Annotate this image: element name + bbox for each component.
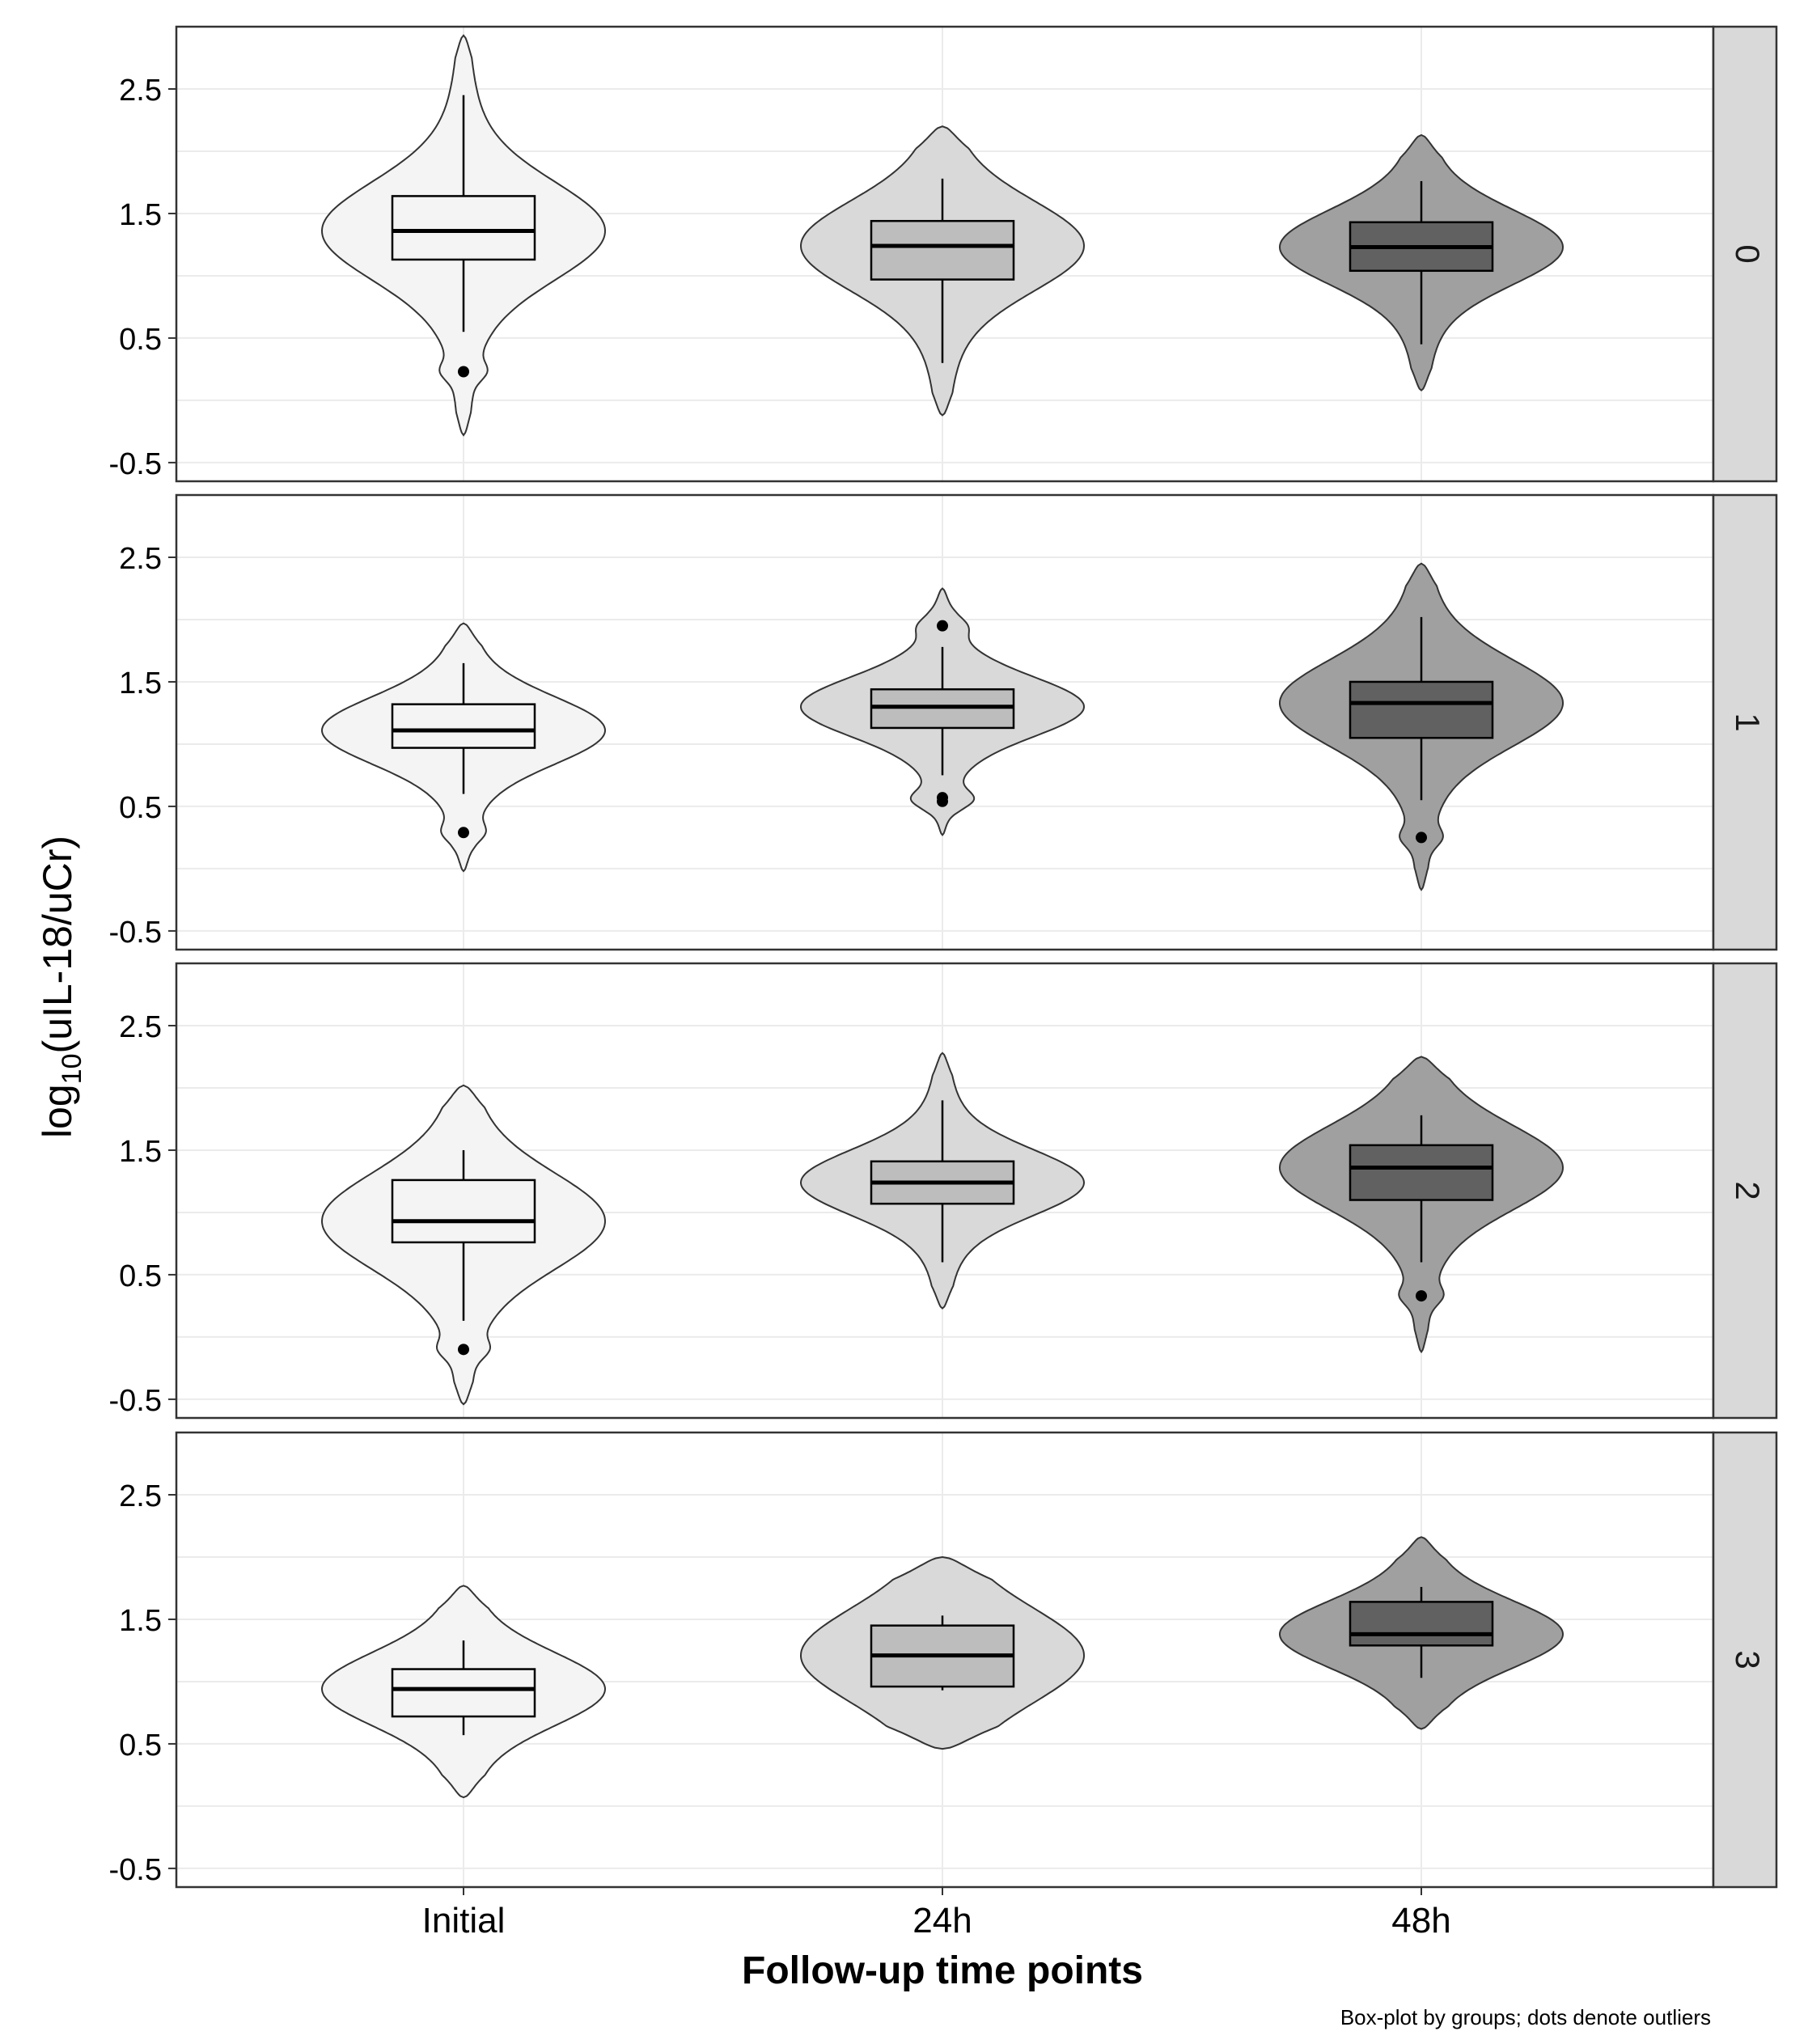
y-axis-label-subscript: 10	[57, 1053, 87, 1084]
y-tick-label: -0.5	[109, 916, 162, 950]
y-tick-label: -0.5	[109, 1384, 162, 1418]
box	[391, 703, 536, 749]
facet-strip	[1712, 25, 1778, 483]
facet-strip-label: 3	[1729, 1650, 1767, 1669]
y-axis-label-base: log	[35, 1084, 80, 1138]
x-tick-label: 48h	[1391, 1901, 1450, 1940]
outlier-point	[458, 366, 469, 378]
facet-strip-label: 2	[1729, 1181, 1767, 1200]
group-24h	[799, 587, 1086, 836]
y-tick-label: 1.5	[119, 198, 162, 232]
facet-strip-label: 1	[1729, 713, 1767, 731]
y-tick-label: 0.5	[119, 1259, 162, 1293]
facet-strip	[1712, 1431, 1778, 1889]
y-tick-label: 2.5	[119, 1479, 162, 1513]
outlier-point	[1416, 1290, 1427, 1302]
box	[391, 1179, 536, 1244]
facet-strip	[1712, 962, 1778, 1420]
group-48h	[1278, 1536, 1565, 1730]
facet-strip-label: 0	[1729, 244, 1767, 263]
box	[391, 195, 536, 261]
y-axis-label: log10(uIL-18/uCr)	[35, 836, 87, 1138]
box	[391, 1668, 536, 1718]
box	[1349, 1601, 1494, 1647]
y-tick-label: 1.5	[119, 667, 162, 700]
group-Initial	[320, 622, 607, 873]
group-24h	[799, 125, 1086, 417]
group-48h	[1278, 1056, 1565, 1354]
x-tick-label: 24h	[912, 1901, 972, 1940]
group-24h	[799, 1052, 1086, 1310]
outlier-point	[458, 827, 469, 839]
figure-note: Box-plot by groups; dots denote outliers	[1340, 2005, 1711, 2029]
y-tick-label: 2.5	[119, 74, 162, 108]
y-tick-label: 2.5	[119, 542, 162, 576]
outlier-point	[937, 795, 948, 807]
y-axis-label-rest: (uIL-18/uCr)	[35, 836, 80, 1054]
facet-panels: -0.5 0.5 1.5 2.5 0 -0.5 0.5 1.5 2.5 1 -0.5 0.5 1.5 2.…	[109, 25, 1778, 1889]
outlier-point	[458, 1344, 469, 1356]
y-tick-label: 1.5	[119, 1135, 162, 1169]
group-48h	[1278, 133, 1565, 391]
outlier-point	[1416, 832, 1427, 844]
group-24h	[800, 1555, 1085, 1750]
y-tick-label: -0.5	[109, 447, 162, 481]
facet-panel-3: -0.5 0.5 1.5 2.5 3	[109, 1431, 1778, 1889]
box	[1349, 680, 1494, 739]
y-tick-label: 0.5	[119, 791, 162, 825]
group-Initial	[320, 34, 607, 437]
x-axis: Initial 24h 48h	[422, 1887, 1451, 1940]
y-tick-label: 0.5	[119, 323, 162, 357]
y-tick-label: -0.5	[109, 1853, 162, 1887]
facet-panel-1: -0.5 0.5 1.5 2.5 1	[109, 493, 1778, 951]
y-tick-label: 2.5	[119, 1010, 162, 1044]
box	[1349, 1144, 1494, 1201]
facet-panel-2: -0.5 0.5 1.5 2.5 2	[109, 962, 1778, 1420]
outlier-point	[937, 620, 948, 632]
group-48h	[1279, 562, 1564, 891]
x-tick-label: Initial	[422, 1901, 506, 1940]
x-axis-title: Follow-up time points	[742, 1949, 1143, 1992]
facet-strip	[1712, 493, 1778, 951]
y-tick-label: 0.5	[119, 1729, 162, 1763]
y-tick-label: 1.5	[119, 1604, 162, 1638]
group-Initial	[320, 1585, 607, 1799]
group-Initial	[320, 1084, 607, 1406]
box	[870, 219, 1015, 281]
facet-panel-0: -0.5 0.5 1.5 2.5 0	[109, 25, 1778, 483]
